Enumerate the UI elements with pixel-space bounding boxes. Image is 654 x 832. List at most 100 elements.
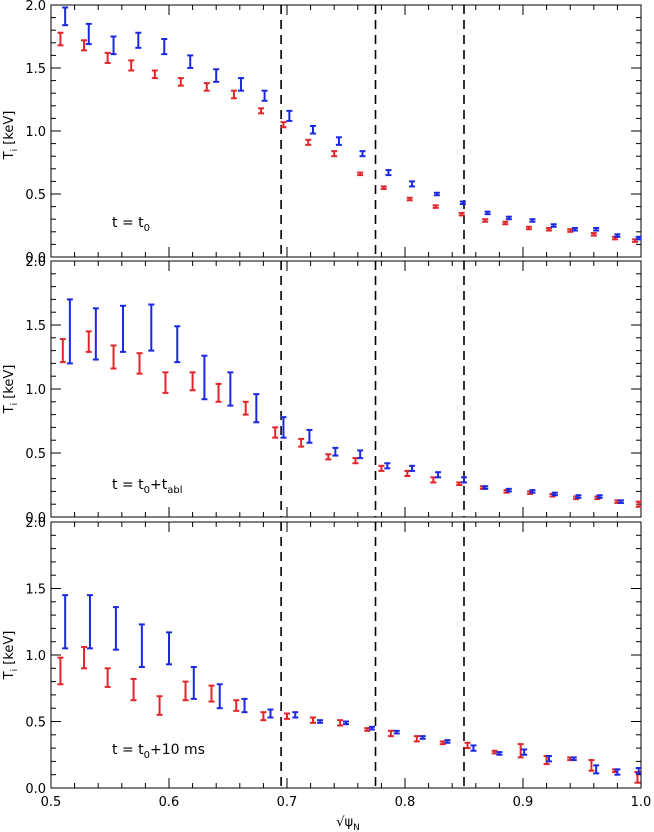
blue-data-point — [461, 476, 467, 484]
blue-data-point — [166, 631, 172, 666]
blue-data-point — [571, 227, 578, 232]
red-data-point — [491, 749, 498, 755]
blue-data-point — [409, 180, 416, 188]
blue-data-point — [459, 200, 466, 206]
red-data-point — [406, 196, 413, 202]
blue-data-point — [62, 594, 69, 650]
red-data-point — [81, 39, 88, 52]
red-data-point — [305, 138, 312, 146]
blue-data-point — [614, 233, 621, 238]
red-data-point — [162, 371, 169, 394]
red-data-point — [189, 371, 196, 392]
blue-data-point — [110, 35, 117, 56]
panel-annotation: t = t0 — [112, 215, 150, 234]
blue-data-point — [593, 227, 600, 232]
blue-data-point — [570, 756, 577, 762]
blue-data-point — [253, 393, 260, 424]
blue-data-point — [521, 748, 528, 756]
blue-data-point — [261, 89, 268, 102]
blue-data-point — [85, 22, 92, 46]
blue-data-point — [435, 471, 442, 479]
blue-data-point — [359, 150, 366, 158]
x-tick-label: 0.8 — [395, 795, 416, 810]
blue-data-point — [213, 68, 220, 83]
y-tick-label: 1.0 — [25, 383, 46, 398]
red-data-point — [208, 684, 215, 703]
blue-data-point — [190, 665, 197, 700]
blue-data-point — [317, 719, 324, 724]
red-data-point — [502, 220, 509, 226]
blue-data-point — [384, 462, 391, 470]
red-data-point — [464, 741, 471, 750]
y-tick-label: 1.5 — [25, 62, 46, 77]
red-data-point — [104, 51, 111, 64]
y-tick-label: 1.0 — [25, 125, 46, 140]
blue-data-point — [368, 725, 375, 731]
red-data-point — [272, 426, 279, 439]
blue-data-point — [112, 606, 119, 651]
x-tick-label: 0.9 — [513, 795, 534, 810]
red-data-point — [432, 204, 439, 209]
panel-top: Ti [keV] t = t0 0.0 0.5 1.0 1.5 2.0 — [2, 0, 642, 266]
red-data-point — [156, 695, 163, 716]
blue-data-point — [267, 708, 274, 719]
x-axis-label: √ψN — [336, 815, 360, 832]
y-tick-label: 2.0 — [25, 516, 46, 531]
red-data-point — [280, 121, 287, 129]
blue-data-point — [280, 416, 287, 439]
red-data-point — [635, 500, 642, 508]
red-data-point — [233, 699, 240, 712]
red-data-point — [59, 338, 66, 364]
blue-data-point — [357, 449, 364, 460]
y-tick-label: 1.5 — [25, 583, 46, 598]
red-data-point — [230, 89, 237, 100]
y-tick-label: 1.5 — [25, 319, 46, 334]
blue-data-point — [505, 215, 512, 221]
blue-data-point — [86, 594, 93, 650]
blue-data-point — [148, 303, 155, 352]
red-data-point — [203, 82, 210, 92]
panel-annotation: t = t0+10 ms — [112, 742, 205, 761]
blue-data-point — [496, 751, 503, 756]
blue-data-point — [241, 697, 248, 714]
blue-data-point — [62, 6, 69, 27]
blue-data-point — [119, 304, 126, 353]
blue-data-point — [393, 729, 400, 735]
blue-data-point — [419, 735, 426, 740]
red-data-point — [309, 716, 316, 724]
red-data-point — [331, 150, 338, 158]
blue-data-point — [409, 464, 416, 472]
red-data-point — [284, 712, 290, 720]
y-axis-label-main: Ti [keV] — [2, 631, 20, 681]
blue-data-point — [335, 136, 342, 146]
blue-data-point — [550, 223, 557, 228]
blue-data-point — [385, 169, 392, 177]
red-data-point — [136, 352, 143, 375]
blue-data-point — [551, 491, 558, 497]
red-data-point — [337, 719, 344, 727]
blue-data-point — [593, 764, 600, 775]
blue-data-point — [66, 298, 73, 365]
red-data-point — [298, 437, 305, 448]
red-data-point — [325, 453, 332, 461]
blue-data-point — [470, 744, 477, 752]
blue-data-point — [286, 109, 293, 122]
red-data-point — [260, 711, 267, 722]
y-axis-label-main: Ti [keV] — [2, 365, 20, 415]
red-data-point — [81, 646, 88, 670]
blue-data-point — [201, 354, 208, 401]
x-tick-label: 0.6 — [159, 795, 180, 810]
red-data-point — [110, 344, 117, 370]
y-tick-label: 0.5 — [25, 716, 46, 731]
blue-data-point — [343, 720, 349, 726]
y-tick-label: 2.0 — [25, 0, 46, 14]
red-data-point — [57, 656, 64, 686]
y-tick-label: 0.5 — [25, 188, 46, 203]
blue-data-point — [529, 489, 536, 494]
red-data-point — [590, 232, 597, 237]
panel-bottom: Ti [keV] t = t0+10 ms 0.0 0.5 1.0 1.5 2.0 — [2, 516, 642, 797]
blue-data-point — [444, 739, 451, 744]
blue-data-point — [596, 494, 603, 499]
x-axis: √ψN 0.5 0.6 0.7 0.8 0.9 1.0 — [41, 795, 652, 832]
